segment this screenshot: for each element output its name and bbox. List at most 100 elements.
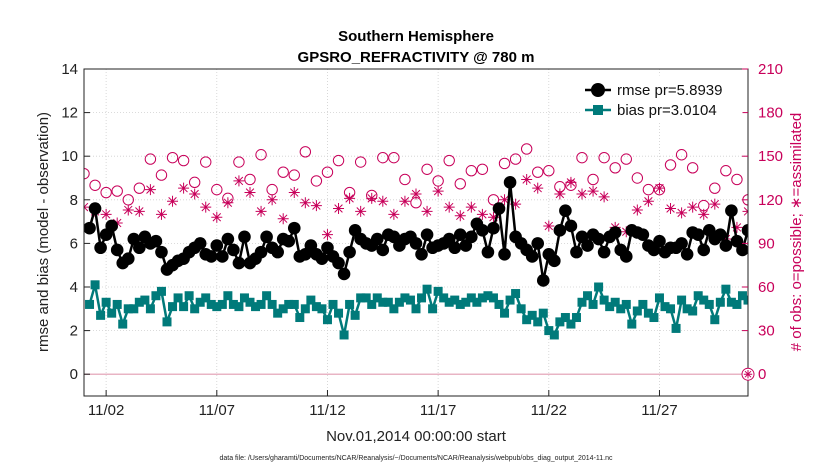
obs-possible-point	[620, 153, 632, 165]
rmse-point	[88, 202, 102, 215]
bias-point	[140, 295, 150, 305]
bias-point	[389, 304, 399, 314]
y-right-tick-label: 120	[758, 192, 783, 209]
obs-possible-point	[166, 151, 179, 164]
y-tick-label: 14	[61, 61, 78, 78]
obs-assimilated-point	[321, 229, 333, 241]
rmse-point	[691, 228, 705, 241]
bias-point	[156, 286, 166, 296]
bias-point	[123, 304, 133, 314]
obs-possible-point	[454, 178, 466, 190]
obs-assimilated-point	[344, 192, 356, 204]
rmse-point	[597, 245, 611, 259]
bias-point	[483, 291, 493, 301]
bias-point	[533, 317, 543, 327]
obs-assimilated-point	[244, 187, 256, 199]
bias-point	[145, 304, 155, 314]
bias-point	[732, 299, 742, 309]
obs-assimilated-point	[255, 205, 267, 217]
obs-assimilated-point	[288, 187, 300, 199]
bias-point	[505, 295, 515, 305]
rmse-point	[287, 221, 301, 235]
rmse-point	[448, 241, 462, 255]
bias-point	[444, 297, 454, 307]
rmse-point	[420, 228, 434, 241]
bias-point	[317, 304, 327, 314]
bias-point	[90, 280, 100, 290]
bias-point	[228, 299, 238, 309]
rmse-point	[548, 254, 561, 268]
obs-possible-point	[144, 153, 157, 165]
obs-assimilated-point	[211, 211, 223, 223]
obs-possible-point	[709, 182, 721, 194]
obs-possible-point	[211, 183, 223, 196]
obs-assimilated-point	[200, 201, 212, 213]
bias-point	[693, 291, 703, 301]
rmse-point	[481, 245, 495, 259]
rmse-point	[714, 228, 727, 241]
y-right-tick-label: 180	[758, 105, 783, 122]
bias-point	[588, 299, 598, 309]
bias-point	[571, 313, 581, 323]
obs-assimilated-point	[410, 188, 422, 200]
obs-assimilated-point	[510, 198, 522, 210]
obs-assimilated-point	[178, 182, 190, 194]
rmse-point	[680, 248, 694, 261]
rmse-point	[238, 230, 251, 244]
obs-possible-point	[244, 173, 256, 186]
bias-point	[168, 302, 178, 312]
legend-bias-label: bias pr=3.0104	[617, 102, 717, 119]
obs-markers	[84, 143, 748, 245]
plot-frame	[83, 68, 749, 397]
bias-point	[212, 302, 222, 312]
rmse-point	[260, 230, 273, 244]
bias-point	[671, 323, 681, 333]
bias-point	[605, 302, 615, 312]
bias-point	[217, 299, 227, 309]
rmse-point	[559, 204, 572, 217]
rmse-point	[608, 226, 622, 239]
bias-point	[472, 297, 482, 307]
rmse-point	[84, 221, 96, 235]
legend: rmse pr=5.8939 bias pr=3.0104	[581, 75, 743, 122]
bias-point	[400, 293, 410, 303]
rmse-point	[105, 219, 118, 233]
bias-point	[522, 315, 532, 325]
bias-point	[367, 299, 377, 309]
bias-point	[632, 306, 642, 316]
obs-possible-point	[299, 146, 312, 158]
bias-point	[162, 317, 172, 327]
obs-possible-point	[543, 165, 555, 177]
bias-point	[583, 291, 593, 301]
bias-point	[345, 299, 355, 309]
rmse-point	[570, 245, 583, 259]
obs-assimilated-point	[454, 210, 466, 222]
bias-point	[544, 326, 554, 336]
obs-possible-point	[277, 166, 289, 178]
obs-assimilated-point	[222, 197, 234, 209]
obs-assimilated-point	[565, 176, 577, 188]
obs-assimilated-point	[487, 211, 499, 223]
obs-assimilated-point	[100, 208, 112, 220]
obs-possible-point	[587, 173, 599, 186]
rmse-point	[133, 241, 146, 255]
obs-assimilated-point	[676, 207, 688, 219]
obs-assimilated-point	[521, 173, 533, 185]
bias-point	[555, 317, 565, 327]
obs-assimilated-point	[543, 220, 555, 232]
obs-possible-point	[487, 194, 500, 206]
rmse-point	[536, 274, 550, 287]
rmse-point	[581, 239, 594, 252]
bias-point	[422, 284, 432, 294]
bias-point	[201, 293, 211, 303]
bias-point	[295, 313, 305, 323]
bias-point	[439, 293, 449, 303]
bias-point	[527, 310, 537, 320]
obs-assimilated-point	[144, 184, 156, 196]
obs-assimilated-point	[310, 200, 322, 212]
obs-possible-point	[631, 172, 644, 184]
obs-possible-point	[288, 169, 300, 181]
bias-point	[677, 295, 687, 305]
legend-box	[581, 75, 743, 122]
